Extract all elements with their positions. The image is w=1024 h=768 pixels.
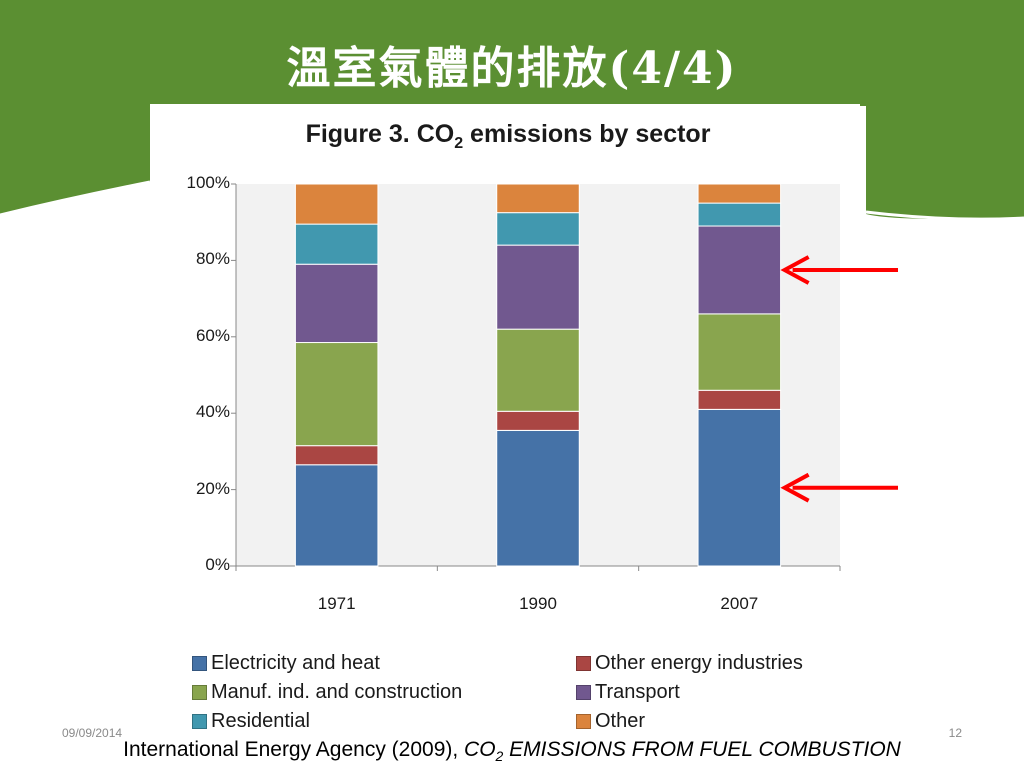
x-category-label: 2007 xyxy=(720,594,759,613)
citation: International Energy Agency (2009), CO2 … xyxy=(0,738,1024,764)
legend-label: Transport xyxy=(595,681,680,703)
legend-label: Electricity and heat xyxy=(211,652,380,674)
chart-title-main: Figure 3. CO xyxy=(305,120,455,148)
bar-segment-1971-manuf-ind-and-construction xyxy=(294,342,379,447)
bar-segment-1971-residential xyxy=(294,223,379,265)
citation-prefix: International Energy Agency (2009), xyxy=(123,738,465,761)
chart-title-subscript: 2 xyxy=(454,135,464,152)
legend-swatch xyxy=(192,685,207,700)
figure-panel: Figure 3. CO2 emissions by sector 0% 20% 4… xyxy=(150,106,866,736)
y-tick-label: 0% xyxy=(205,555,230,574)
banner-curve-left xyxy=(0,180,151,217)
legend-item: Electricity and heat xyxy=(192,652,380,675)
bar-segment-1990-transport xyxy=(496,244,580,330)
y-tick-label: 60% xyxy=(195,325,230,345)
bar-segment-1971-other xyxy=(294,183,379,225)
chart-title: Figure 3. CO2 emissions by sector xyxy=(150,120,866,153)
title-banner xyxy=(0,0,1024,221)
bar-segment-1971-electricity-and-heat xyxy=(294,464,379,567)
y-tick-label: 20% xyxy=(195,478,230,498)
chart-title-rest: emissions by sector xyxy=(463,120,711,148)
y-tick-label: 40% xyxy=(195,402,230,422)
citation-subscript: 2 xyxy=(495,748,504,765)
footer-page-number: 12 xyxy=(948,726,962,740)
slide-title: 溫室氣體的排放(4/4) xyxy=(286,43,738,94)
banner-curve-right xyxy=(865,210,1024,221)
x-category-label: 1990 xyxy=(519,594,557,613)
legend-swatch xyxy=(576,685,591,700)
citation-co: CO xyxy=(464,738,496,761)
y-tick-label: 80% xyxy=(195,249,230,269)
footer-date: 09/09/2014 xyxy=(62,726,123,740)
legend-item: Residential xyxy=(192,710,310,733)
legend-label: Other energy industries xyxy=(595,652,803,674)
bar-segment-2007-other xyxy=(697,183,782,204)
annotation-arrow-head xyxy=(780,255,810,285)
legend-item: Manuf. ind. and construction xyxy=(192,681,462,704)
y-tick-label: 100% xyxy=(186,173,230,192)
legend-swatch xyxy=(192,656,207,671)
bar-segment-1971-transport xyxy=(294,263,379,344)
x-category-label: 1971 xyxy=(317,594,356,613)
legend-label: Manuf. ind. and construction xyxy=(211,681,463,703)
legend-swatch xyxy=(576,656,591,671)
legend-item: Other xyxy=(576,710,645,733)
legend-swatch xyxy=(576,714,591,729)
citation-rest: EMISSIONS FROM FUEL COMBUSTION xyxy=(503,738,901,761)
bar-segment-1990-manuf-ind-and-construction xyxy=(496,328,580,412)
citation-title: CO2 EMISSIONS FROM FUEL COMBUSTION xyxy=(464,738,901,765)
legend-item: Transport xyxy=(576,681,680,704)
legend-swatch xyxy=(192,714,207,729)
bar-segment-1990-electricity-and-heat xyxy=(496,429,580,567)
bar-segment-2007-transport xyxy=(697,225,782,315)
legend-item: Other energy industries xyxy=(576,652,803,675)
legend-label: Other xyxy=(595,710,646,732)
legend-label: Residential xyxy=(211,710,310,732)
annotation-arrow-head xyxy=(780,472,810,503)
bar-segment-1990-other xyxy=(496,183,580,214)
stacked-bar-chart xyxy=(230,183,841,571)
banner-shape xyxy=(0,0,1024,220)
